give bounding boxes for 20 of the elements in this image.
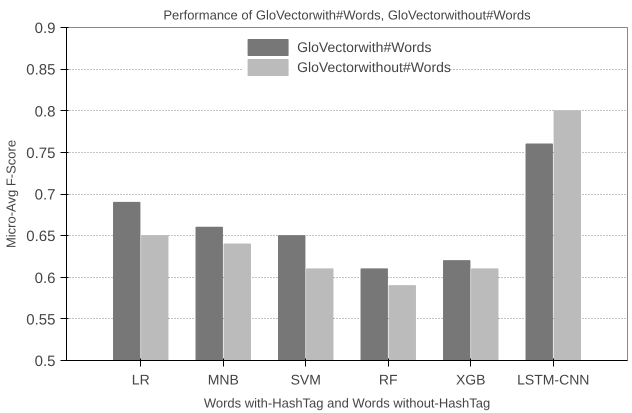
y-tick-label: 0.85 xyxy=(26,62,56,79)
y-tick-label: 0.9 xyxy=(34,20,56,37)
legend-label: GloVectorwithout#Words xyxy=(297,59,451,75)
x-tick-label: LSTM-CNN xyxy=(517,372,590,388)
legend-label: GloVectorwith#Words xyxy=(297,39,432,55)
x-tick-label: RF xyxy=(378,372,398,388)
y-tick-label: 0.7 xyxy=(34,186,56,204)
x-tick-label: XGB xyxy=(456,372,486,388)
x-tick-label: MNB xyxy=(208,372,239,388)
chart-title: Performance of GloVectorwith#Words, GloVectorwithout#Words xyxy=(163,8,532,22)
y-tick-label: 0.75 xyxy=(26,144,56,162)
y-tick-label: 0.55 xyxy=(26,311,56,328)
x-axis-title: Words with-HashTag and Words without-HashTag xyxy=(204,396,490,410)
y-tick-label: 0.5 xyxy=(34,353,56,370)
y-tick-label: 0.6 xyxy=(34,270,56,287)
y-tick-label: 0.8 xyxy=(34,103,56,120)
x-tick-label: SVM xyxy=(290,372,321,388)
y-tick-label: 0.65 xyxy=(26,228,56,246)
y-axis-title: Micro-Avg F-Score xyxy=(3,140,18,248)
x-tick-label: LR xyxy=(132,372,150,388)
